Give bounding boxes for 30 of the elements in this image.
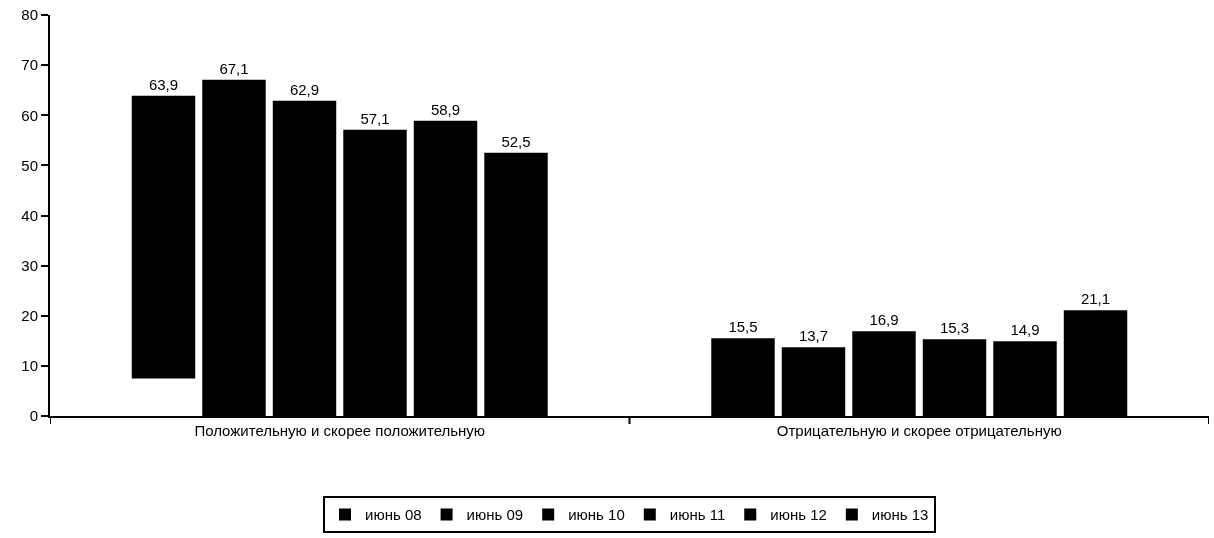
data-label: 21,1 — [1080, 290, 1111, 308]
y-tick-label: 20 — [21, 307, 38, 324]
x-tick-label: Отрицательную и скорее отрицательную — [776, 422, 1062, 439]
y-tick-label: 0 — [29, 407, 38, 425]
data-label: 16,9 — [869, 311, 899, 329]
legend-label: июнь 09 — [466, 506, 524, 524]
x-tick-label: Положительную и скорее положительную — [194, 422, 486, 439]
data-label: 58,9 — [430, 100, 461, 118]
y-tick-label: 50 — [21, 156, 38, 174]
data-label: 62,9 — [289, 80, 320, 98]
legend-label: июнь 13 — [871, 506, 929, 524]
data-label: 52,5 — [501, 132, 531, 150]
y-tick-label: 80 — [21, 6, 38, 24]
legend-label: июнь 12 — [770, 506, 827, 524]
y-tick-label: 40 — [21, 206, 38, 224]
data-label: 13,7 — [798, 327, 829, 345]
data-label: 63,9 — [148, 75, 179, 93]
bar — [131, 95, 196, 379]
y-tick-label: 30 — [21, 256, 38, 274]
data-label: 57,1 — [360, 109, 390, 127]
legend-label: июнь 11 — [669, 506, 726, 524]
y-tick-label: 70 — [21, 56, 38, 74]
data-label: 15,3 — [939, 319, 970, 337]
legend-label: июнь 08 — [365, 506, 422, 524]
data-label: 67,1 — [219, 59, 249, 77]
data-label: 15,5 — [728, 318, 758, 336]
y-tick-label: 10 — [21, 357, 38, 375]
y-tick-label: 60 — [21, 106, 38, 124]
legend-label: июнь 10 — [568, 506, 625, 524]
data-label: 14,9 — [1010, 321, 1040, 339]
